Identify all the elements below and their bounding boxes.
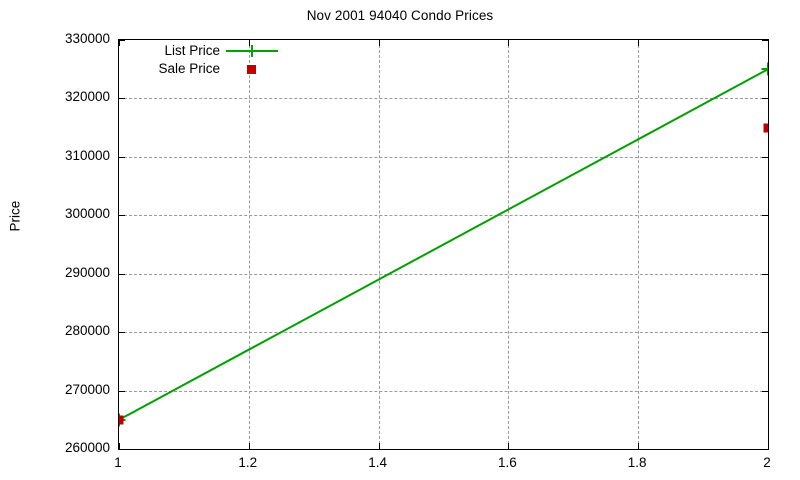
gridline-vertical [508, 40, 510, 449]
y-axis-tick [762, 156, 768, 158]
gridline-horizontal [119, 215, 768, 217]
x-axis-tick [508, 40, 510, 46]
gridline-vertical [638, 40, 640, 449]
gridline-horizontal [119, 98, 768, 100]
y-axis-tick [762, 215, 768, 217]
chart-title: Nov 2001 94040 Condo Prices [306, 8, 494, 23]
gridline-horizontal [119, 273, 768, 275]
legend-label-sale-price: Sale Price [158, 61, 220, 76]
x-axis-tick-label: 2 [763, 455, 771, 470]
y-axis-tick [119, 215, 125, 217]
x-axis-tick-label: 1.4 [368, 455, 387, 470]
gridline-horizontal [119, 390, 768, 392]
y-axis-tick [119, 332, 125, 334]
x-axis-tick-label: 1.6 [498, 455, 517, 470]
data-point-list-price [767, 62, 768, 76]
y-axis-tick-label: 320000 [64, 89, 110, 105]
x-axis-tick [248, 443, 250, 449]
x-axis-tick [378, 443, 380, 449]
chart-legend: List Price Sale Price [118, 42, 298, 82]
y-axis-tick [119, 156, 125, 158]
y-axis-tick [762, 332, 768, 334]
legend-sample-sale-price [226, 60, 284, 78]
x-axis-tick-label: 1.8 [627, 455, 647, 470]
y-axis-tick [119, 273, 125, 275]
y-axis-tick [762, 98, 768, 100]
data-point-sale-price [763, 123, 768, 133]
y-axis-tick-label: 300000 [64, 206, 110, 222]
gridline-vertical [248, 40, 250, 449]
y-axis-tick-label: 330000 [64, 31, 110, 46]
legend-label-list-price: List Price [164, 43, 220, 58]
legend-plus-icon [251, 45, 253, 57]
legend-sample-list-price [226, 42, 284, 60]
legend-entry-list-price: List Price [118, 42, 298, 60]
series-line-list-price [119, 68, 768, 421]
y-axis-tick-label: 280000 [64, 323, 110, 339]
legend-entry-sale-price: Sale Price [118, 60, 298, 78]
x-axis-tick [638, 40, 640, 46]
y-axis-tick-label: 270000 [64, 381, 110, 397]
plot-inner [119, 40, 768, 449]
x-axis-tick [638, 443, 640, 449]
y-axis-label: Price [7, 200, 23, 232]
y-axis-tick-label: 290000 [64, 264, 110, 280]
data-point-list-price [761, 68, 768, 71]
x-axis-tick [508, 443, 510, 449]
plot-area [118, 39, 769, 450]
y-axis-tick [762, 273, 768, 275]
y-axis-tick [119, 98, 125, 100]
y-axis-tick [762, 40, 768, 41]
legend-square-icon [247, 65, 256, 74]
y-axis-tick-label: 310000 [64, 147, 110, 163]
x-axis-tick [378, 40, 380, 46]
x-axis-tick [119, 443, 120, 449]
gridline-vertical [378, 40, 380, 449]
y-axis-tick [119, 40, 125, 41]
gridline-horizontal [119, 156, 768, 158]
x-axis-tick-label: 1 [114, 455, 122, 470]
gridline-horizontal [119, 332, 768, 334]
x-axis-tick [119, 40, 120, 46]
y-axis-tick [762, 390, 768, 392]
data-point-sale-price [119, 415, 124, 425]
y-axis-tick-label: 260000 [64, 440, 110, 455]
x-axis-tick [248, 40, 250, 46]
y-axis-tick [119, 390, 125, 392]
x-axis-tick-label: 1.2 [238, 455, 258, 470]
